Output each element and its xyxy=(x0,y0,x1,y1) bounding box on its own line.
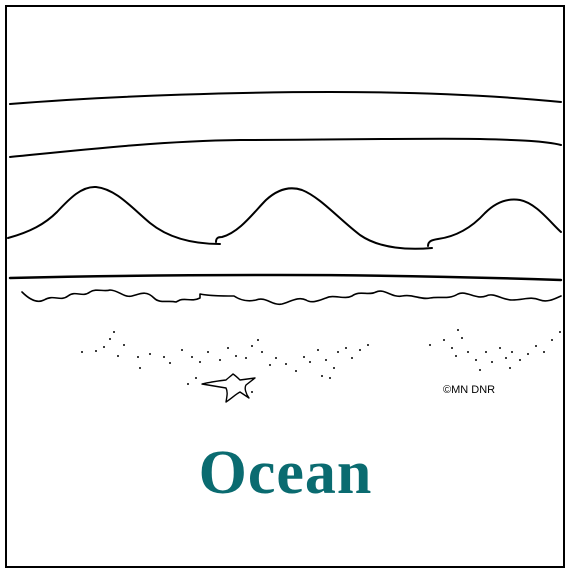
wave-crest-right xyxy=(427,198,562,247)
wave-trough-1 xyxy=(215,187,433,250)
sand-dots-right xyxy=(429,329,561,371)
page-title: Ocean xyxy=(198,439,373,507)
wave-crest-left xyxy=(7,185,221,245)
sky-line-top xyxy=(9,91,562,105)
sky-line-lower xyxy=(9,137,562,158)
shoreline xyxy=(8,273,563,282)
copyright-credit: ©MN DNR xyxy=(443,384,496,396)
starfish-icon xyxy=(201,373,256,403)
sand-dots-left xyxy=(81,331,369,393)
surf-foam-line xyxy=(21,289,562,306)
